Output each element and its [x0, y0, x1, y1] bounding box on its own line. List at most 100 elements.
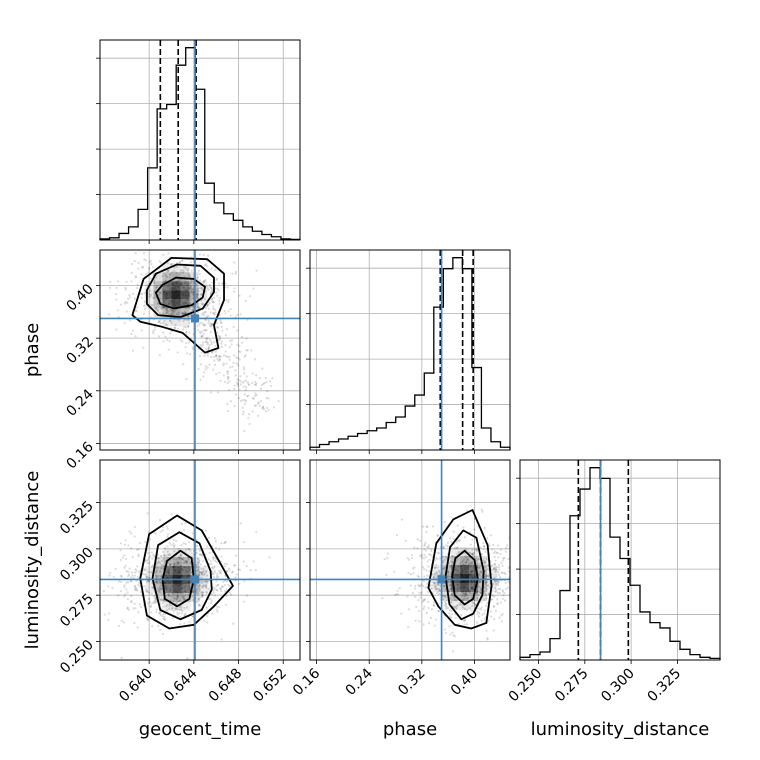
- sample-point: [493, 555, 496, 558]
- sample-point: [207, 307, 210, 310]
- sample-point: [138, 581, 141, 584]
- sample-point: [416, 547, 419, 550]
- sample-point: [218, 587, 222, 590]
- sample-point: [135, 569, 138, 572]
- sample-point: [201, 302, 204, 306]
- sample-point: [207, 558, 210, 561]
- sample-point: [243, 430, 246, 433]
- sample-point: [151, 304, 154, 307]
- sample-point: [262, 382, 265, 386]
- sample-point: [148, 295, 152, 298]
- sample-point: [175, 265, 178, 268]
- sample-point: [159, 628, 162, 632]
- sample-point: [277, 399, 280, 403]
- sample-point: [462, 591, 465, 594]
- density-cell: [442, 592, 452, 602]
- sample-point: [486, 537, 489, 540]
- sample-point: [496, 591, 499, 595]
- sample-point: [225, 562, 229, 566]
- sample-point: [255, 374, 258, 377]
- sample-point: [120, 656, 123, 659]
- sample-point: [226, 355, 229, 358]
- density-layer: [100, 240, 300, 450]
- sample-point: [149, 240, 151, 242]
- sample-point: [152, 296, 155, 299]
- sample-point: [112, 575, 115, 579]
- density-cell: [162, 308, 172, 318]
- sample-point: [182, 597, 185, 600]
- sample-point: [189, 549, 192, 552]
- sample-point: [202, 591, 205, 594]
- sample-point: [417, 598, 420, 602]
- sample-point: [423, 553, 426, 556]
- density-cell: [451, 565, 461, 575]
- sample-point: [479, 564, 482, 567]
- sample-point: [485, 574, 488, 578]
- sample-point: [201, 553, 204, 556]
- sample-point: [427, 544, 430, 547]
- sample-point: [218, 548, 221, 551]
- sample-point: [448, 565, 451, 568]
- sample-point: [499, 576, 502, 579]
- sample-point: [195, 549, 198, 552]
- sample-point: [507, 557, 510, 560]
- sample-point: [435, 556, 438, 560]
- sample-point: [225, 354, 228, 358]
- sample-point: [204, 323, 207, 327]
- sample-point: [257, 414, 260, 417]
- density-cell: [469, 601, 479, 611]
- x-tick-label-phase: 0.24: [343, 665, 376, 698]
- sample-point: [181, 271, 184, 274]
- density-cell: [487, 565, 497, 575]
- sample-point: [214, 344, 217, 348]
- sample-point: [442, 559, 445, 563]
- sample-point: [179, 615, 182, 619]
- sample-point: [214, 571, 217, 574]
- sample-point: [234, 564, 237, 567]
- sample-point: [474, 548, 477, 551]
- sample-point: [216, 589, 219, 592]
- sample-point: [205, 570, 208, 573]
- sample-point: [498, 568, 501, 571]
- sample-point: [167, 348, 170, 351]
- sample-point: [226, 382, 229, 385]
- sample-point: [213, 569, 216, 572]
- sample-point: [238, 582, 241, 585]
- sample-point: [242, 410, 245, 414]
- sample-point: [119, 303, 123, 306]
- axes-frame: [99, 249, 301, 451]
- sample-point: [190, 595, 194, 598]
- sample-point: [442, 567, 445, 570]
- sample-point: [463, 536, 467, 539]
- density-cell: [154, 592, 164, 602]
- sample-point: [424, 586, 427, 589]
- sample-point: [217, 359, 220, 362]
- sample-point: [153, 595, 156, 598]
- sample-point: [463, 597, 466, 601]
- sample-point: [121, 556, 125, 559]
- sample-point: [203, 298, 206, 301]
- sample-point: [189, 282, 192, 285]
- density-cell: [469, 583, 479, 593]
- sample-point: [479, 580, 482, 583]
- sample-point: [233, 290, 236, 293]
- sample-point: [480, 619, 483, 622]
- sample-point: [176, 613, 179, 616]
- sample-point: [433, 566, 437, 569]
- sample-point: [498, 616, 501, 619]
- sample-point: [197, 603, 200, 606]
- sample-point: [411, 591, 415, 594]
- sample-point: [192, 598, 195, 602]
- sample-point: [438, 569, 441, 572]
- sample-point: [501, 571, 504, 574]
- sample-point: [208, 285, 211, 288]
- sample-point: [479, 591, 482, 594]
- sample-point: [168, 309, 172, 312]
- sample-point: [200, 591, 203, 594]
- sample-point: [204, 328, 207, 332]
- y-tick-label-phase: 0.24: [63, 386, 96, 419]
- sample-point: [213, 587, 216, 590]
- sample-point: [191, 308, 194, 311]
- sample-point: [421, 556, 424, 560]
- sample-point: [434, 573, 437, 576]
